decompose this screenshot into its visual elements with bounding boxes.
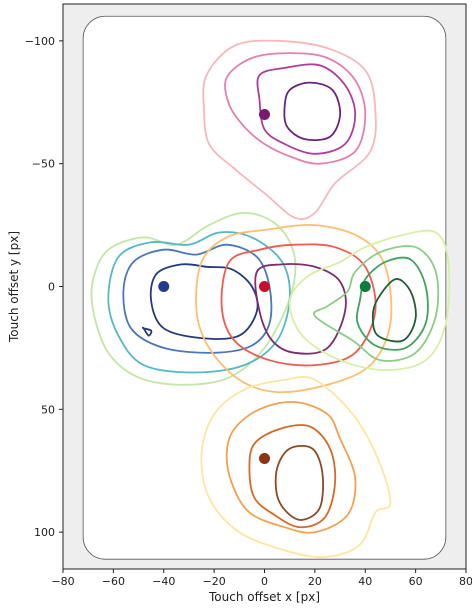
contour-line-1-1 (107, 231, 291, 374)
y-tick-label: 0 (48, 281, 55, 294)
y-tick-label: −50 (32, 158, 55, 171)
contour-line-2-0 (195, 223, 393, 394)
y-axis-label: Touch offset y [px] (7, 231, 21, 343)
x-tick-label: 20 (308, 575, 322, 588)
x-tick-label: −40 (152, 575, 175, 588)
target-point-1 (158, 281, 170, 292)
contour-line-4-1 (225, 400, 357, 534)
contour-line-1-2 (122, 243, 273, 354)
contour-line-2-1 (220, 243, 377, 367)
contour-line-0-2 (256, 63, 357, 155)
x-tick-label: −20 (203, 575, 226, 588)
x-tick-label: 0 (261, 575, 268, 588)
contour-line-0-0 (202, 39, 377, 221)
y-tick-label: −100 (25, 35, 55, 48)
contour-line-0-1 (224, 52, 367, 165)
target-layer (158, 109, 371, 464)
contour-line-0-3 (283, 81, 342, 141)
x-axis-ticks: −80 −60 −40 −20 0 20 40 60 80 (51, 569, 472, 588)
y-tick-label: 50 (41, 403, 55, 416)
contour-line-1-4 (141, 326, 153, 337)
x-tick-label: −80 (51, 575, 74, 588)
target-point-2 (259, 281, 270, 292)
x-tick-label: −60 (102, 575, 125, 588)
target-point-3 (359, 281, 371, 292)
contour-layer (90, 39, 451, 558)
contour-line-3-0 (288, 229, 451, 371)
y-axis-ticks: −100 −50 0 50 100 (25, 35, 63, 539)
contour-line-1-0 (90, 211, 297, 386)
y-tick-label: 100 (34, 526, 55, 539)
contour-line-3-2 (355, 256, 429, 351)
contour-line-3-1 (313, 245, 440, 362)
target-point-4 (259, 452, 270, 464)
contour-line-4-2 (248, 424, 337, 529)
x-tick-label: 80 (459, 575, 472, 588)
x-tick-label: 60 (409, 575, 423, 588)
x-axis-label: Touch offset x [px] (208, 590, 320, 604)
x-tick-label: 40 (358, 575, 372, 588)
contour-line-4-0 (200, 375, 392, 558)
contour-line-4-3 (274, 444, 324, 521)
contour-line-3-3 (371, 278, 417, 343)
target-point-0 (259, 109, 270, 121)
